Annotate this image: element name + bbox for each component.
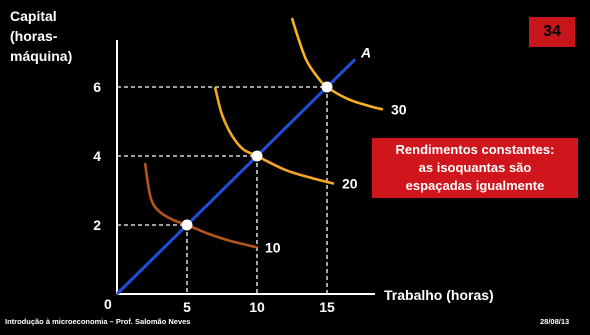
intersection-point — [251, 150, 263, 162]
isoquant-curve-20 — [213, 86, 335, 185]
origin-label: 0 — [104, 296, 112, 312]
y-axis-label-line: máquina) — [10, 48, 73, 64]
x-tick-label: 5 — [183, 299, 191, 315]
y-tick-label: 2 — [93, 217, 101, 233]
callout-line: as isoquantas são — [418, 160, 532, 175]
intersection-point — [181, 219, 193, 231]
isoquant-label-10: 10 — [265, 239, 281, 255]
footer-credit: Introdução à microeconomia – Prof. Salom… — [5, 317, 191, 326]
isoquant-curve-30 — [290, 17, 384, 111]
isoquant-curve-10 — [143, 162, 258, 249]
y-axis-label-line: Capital — [10, 8, 57, 24]
y-axis-label-line: (horas- — [10, 28, 58, 44]
isoquant-label-30: 30 — [391, 101, 407, 117]
ray-line — [115, 58, 357, 296]
y-axis-label: Capital (horas- máquina) — [10, 6, 72, 66]
callout-line: espaçadas igualmente — [405, 178, 545, 193]
y-tick-label: 6 — [93, 79, 101, 95]
footer-date: 28/08/13 — [540, 317, 570, 326]
x-tick-label: 15 — [319, 299, 335, 315]
page-number-badge: 34 — [529, 17, 575, 47]
isoquant-label-20: 20 — [342, 176, 358, 192]
x-axis-label: Trabalho (horas) — [384, 287, 494, 303]
callout-box: Rendimentos constantes: as isoquantas sã… — [372, 138, 578, 198]
callout-line: Rendimentos constantes: — [395, 142, 555, 157]
x-tick-label: 10 — [249, 299, 265, 315]
y-tick-label: 4 — [93, 148, 101, 164]
ray-label: A — [360, 44, 371, 60]
intersection-point — [321, 81, 333, 93]
